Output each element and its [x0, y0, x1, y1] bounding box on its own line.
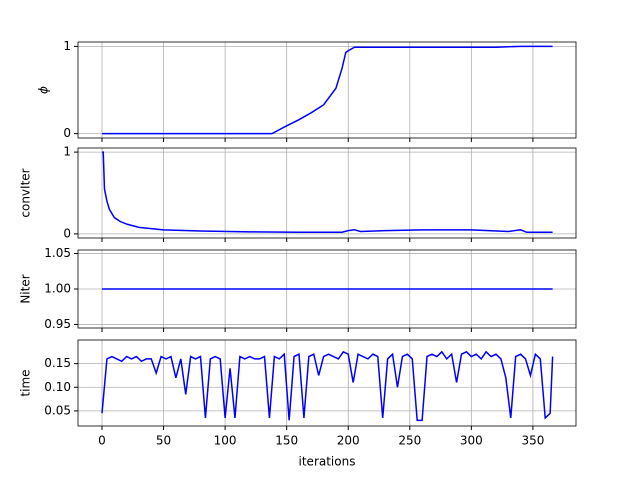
- axes-frame: [77, 147, 577, 239]
- y-axis-label: Niter: [19, 274, 33, 303]
- x-tick-label: 50: [156, 434, 171, 448]
- x-tick-label: 250: [398, 434, 421, 448]
- axes-frame: [77, 249, 577, 329]
- axes-frame: [77, 339, 577, 427]
- y-axis-label: convIter: [19, 168, 33, 217]
- x-tick-label: 300: [460, 434, 483, 448]
- y-tick-label: 0: [63, 126, 71, 140]
- y-tick-label: 0.10: [44, 380, 71, 394]
- x-tick-label: 150: [275, 434, 298, 448]
- data-line: [102, 151, 553, 234]
- y-tick-label: 0.05: [44, 403, 71, 417]
- axes-frame: [77, 41, 577, 139]
- y-tick-label: 1.00: [44, 282, 71, 296]
- y-tick-label: 0: [63, 226, 71, 240]
- x-tick-label: 350: [521, 434, 544, 448]
- y-tick-label: 0.95: [44, 317, 71, 331]
- x-tick-label: 100: [214, 434, 237, 448]
- data-line: [101, 350, 554, 422]
- x-axis-label: iterations: [299, 455, 356, 469]
- y-tick-label: 1: [63, 145, 71, 159]
- y-tick-label: 1.05: [44, 246, 71, 260]
- y-axis-label: time: [19, 369, 33, 396]
- data-line: [102, 45, 553, 135]
- x-tick-label: 200: [337, 434, 360, 448]
- y-tick-label: 1: [63, 39, 71, 53]
- y-axis-label: ϕ: [37, 86, 51, 94]
- y-tick-label: 0.15: [44, 356, 71, 370]
- x-tick-label: 0: [98, 434, 106, 448]
